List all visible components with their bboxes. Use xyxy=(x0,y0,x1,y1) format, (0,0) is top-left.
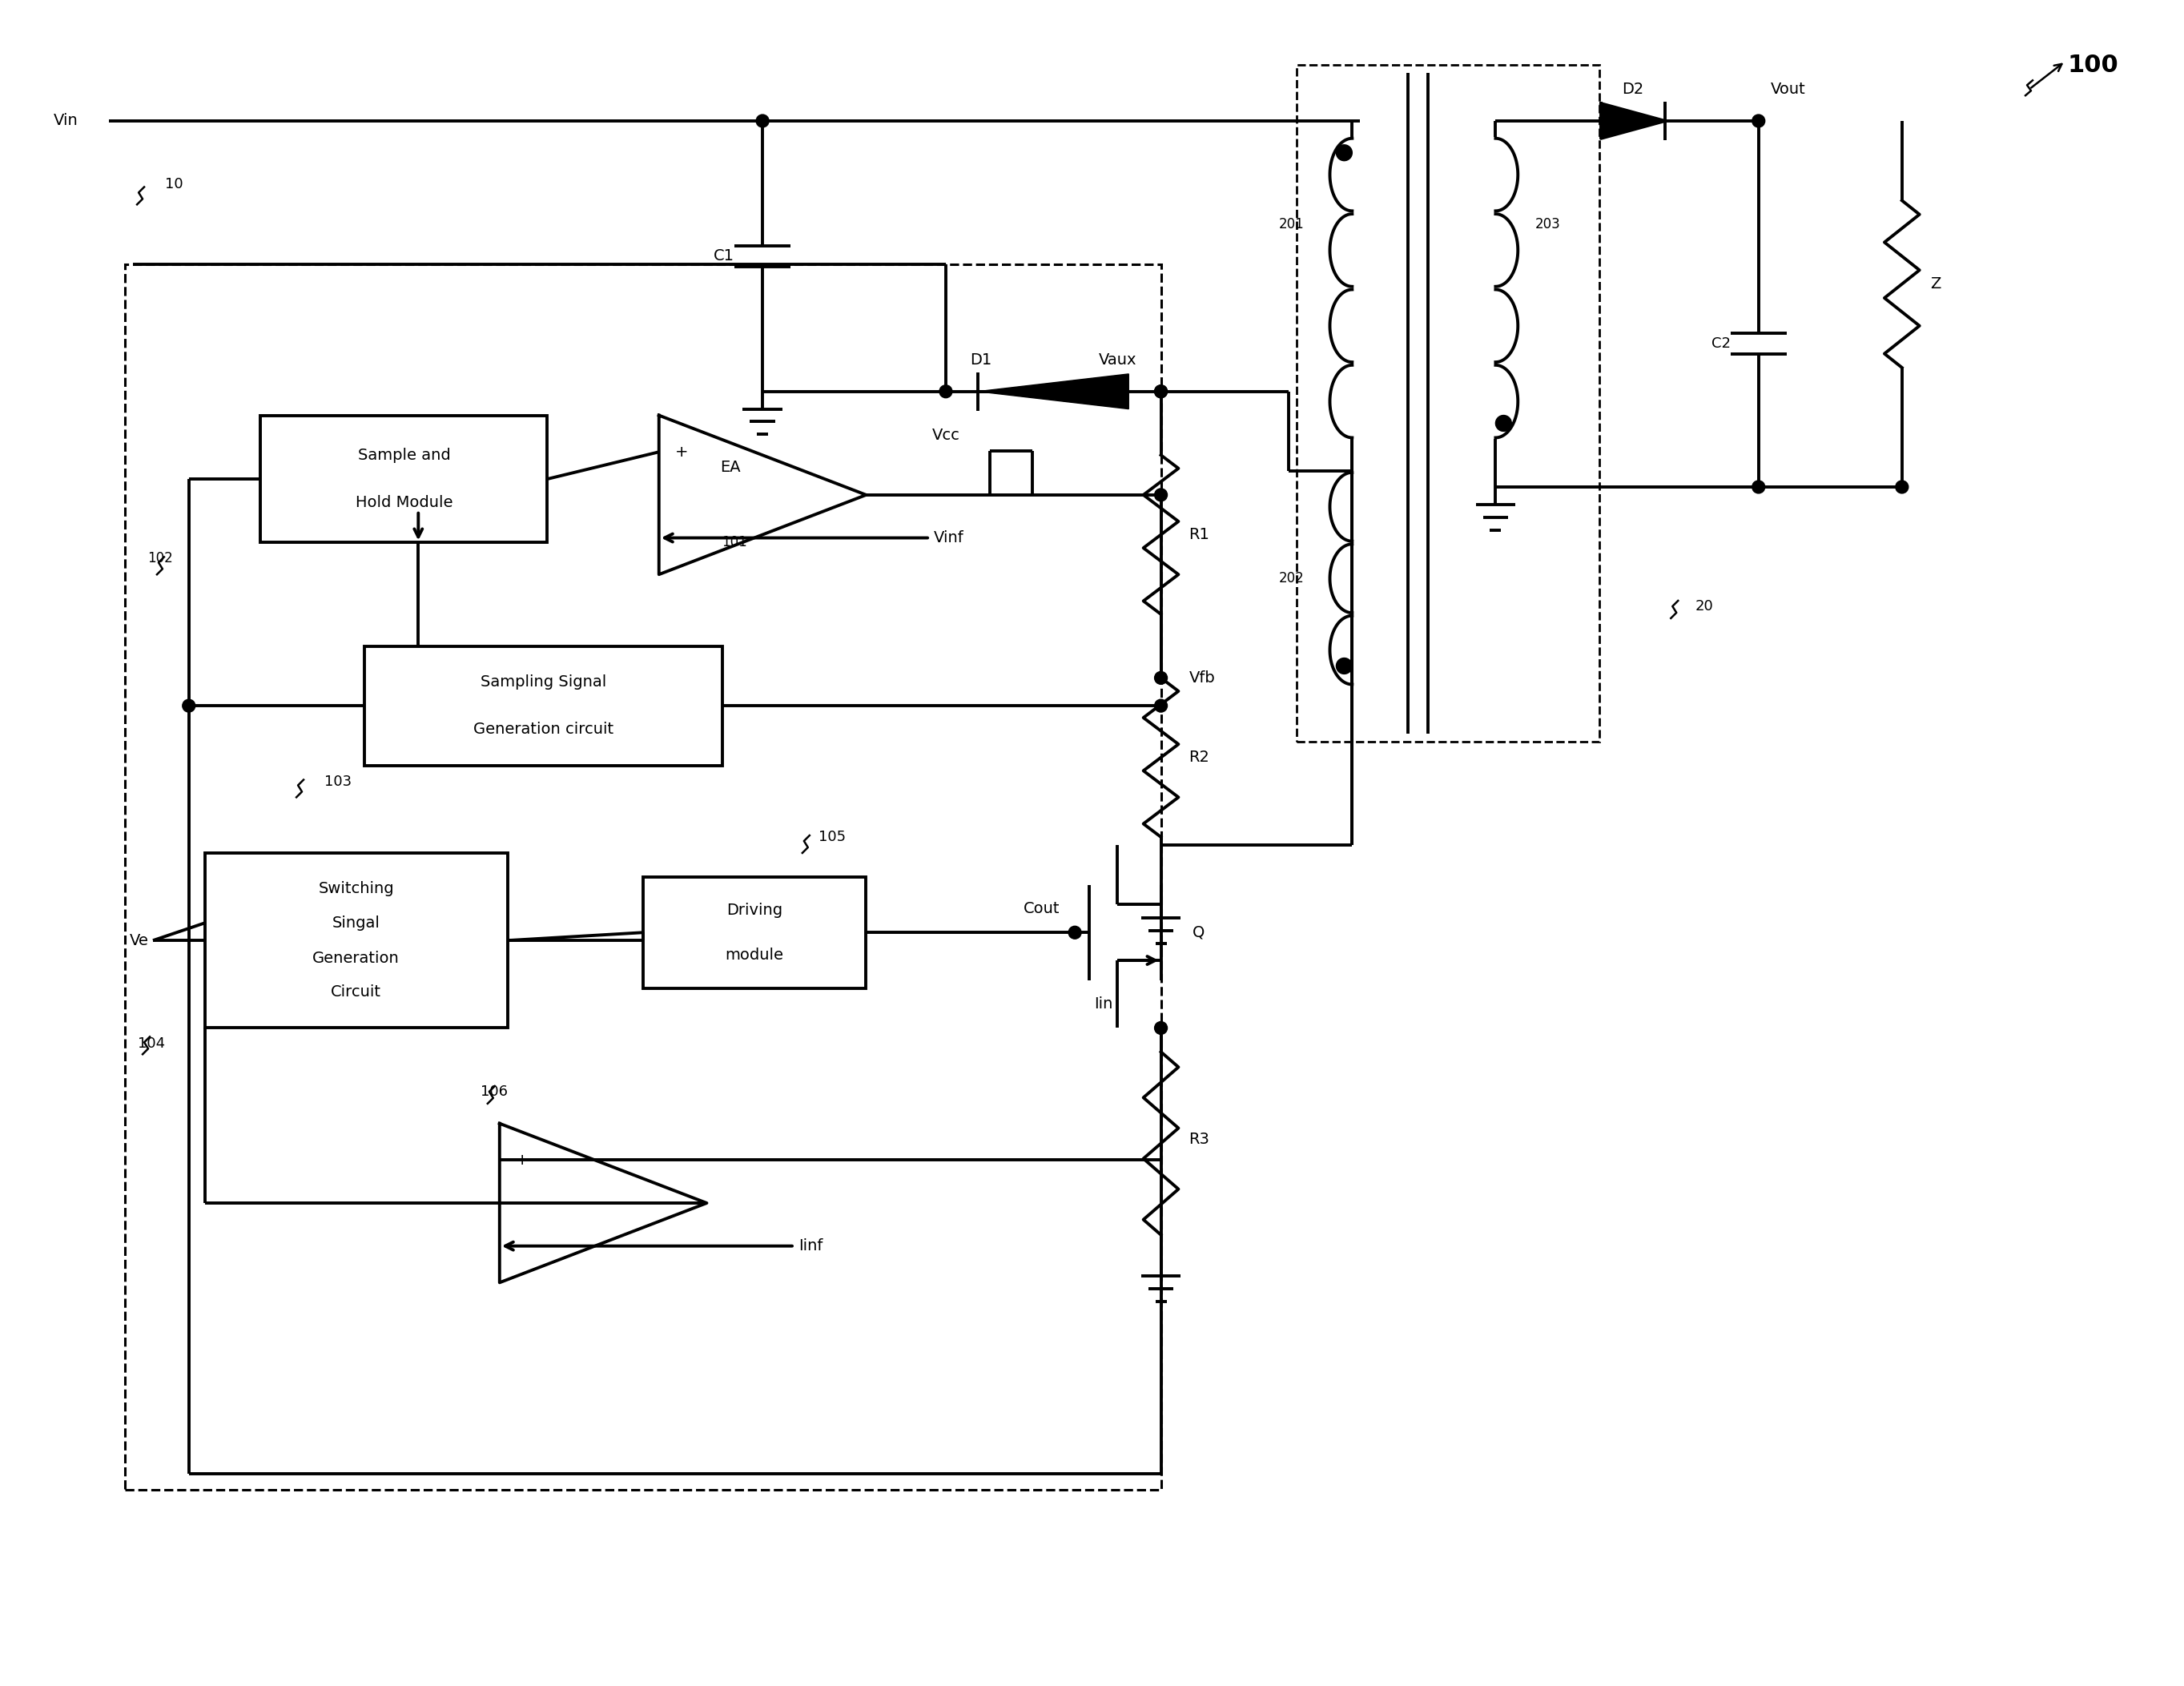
Polygon shape xyxy=(1601,103,1664,138)
Circle shape xyxy=(1337,145,1352,160)
Text: Singal: Singal xyxy=(332,915,380,931)
Circle shape xyxy=(1752,115,1765,128)
Polygon shape xyxy=(978,374,1129,410)
Text: 203: 203 xyxy=(1535,217,1562,231)
Text: Driving: Driving xyxy=(727,902,782,917)
Bar xyxy=(365,646,723,765)
Text: Iinf: Iinf xyxy=(799,1239,823,1254)
Text: Sample and: Sample and xyxy=(358,447,450,462)
Text: +: + xyxy=(515,1153,529,1168)
Text: R3: R3 xyxy=(1188,1131,1210,1146)
Circle shape xyxy=(1337,658,1352,674)
Text: Vout: Vout xyxy=(1771,81,1806,96)
Circle shape xyxy=(1752,481,1765,494)
Text: Switching: Switching xyxy=(319,882,393,897)
Circle shape xyxy=(1496,415,1511,432)
Text: 103: 103 xyxy=(323,774,352,789)
Circle shape xyxy=(1155,700,1166,711)
Text: Z: Z xyxy=(1931,277,1942,292)
Bar xyxy=(260,415,548,543)
Bar xyxy=(205,853,507,1028)
Text: 20: 20 xyxy=(1695,599,1712,614)
Text: −: − xyxy=(515,1239,529,1254)
Circle shape xyxy=(1068,926,1081,939)
Polygon shape xyxy=(500,1123,708,1283)
Text: Cout: Cout xyxy=(1022,900,1059,915)
Text: Generation circuit: Generation circuit xyxy=(474,722,614,737)
Text: C2: C2 xyxy=(1712,337,1730,351)
Text: 100: 100 xyxy=(2068,54,2118,78)
Circle shape xyxy=(1155,384,1166,398)
Bar xyxy=(1297,66,1599,742)
Text: Sampling Signal: Sampling Signal xyxy=(480,674,607,690)
Text: Q: Q xyxy=(1192,926,1206,941)
Text: 106: 106 xyxy=(480,1084,507,1099)
Text: Generation: Generation xyxy=(312,951,400,966)
Text: EA: EA xyxy=(721,460,740,475)
Text: Vfb: Vfb xyxy=(1188,671,1214,686)
Circle shape xyxy=(756,115,769,128)
Text: Iin: Iin xyxy=(1094,996,1114,1012)
Circle shape xyxy=(1155,671,1166,685)
Bar xyxy=(124,265,1162,1489)
Text: module: module xyxy=(725,948,784,963)
Text: 101: 101 xyxy=(723,536,747,550)
Text: Vin: Vin xyxy=(52,113,79,128)
Text: 10: 10 xyxy=(166,177,183,192)
Text: 202: 202 xyxy=(1280,572,1304,585)
Circle shape xyxy=(1155,489,1166,501)
Text: D1: D1 xyxy=(970,352,992,368)
Text: Circuit: Circuit xyxy=(332,985,382,1000)
Text: +: + xyxy=(675,445,688,460)
Circle shape xyxy=(939,384,952,398)
Text: Vaux: Vaux xyxy=(1099,352,1138,368)
Text: R2: R2 xyxy=(1188,750,1210,765)
Text: −: − xyxy=(675,531,688,546)
Polygon shape xyxy=(660,415,867,575)
Text: R1: R1 xyxy=(1188,528,1210,543)
Bar xyxy=(642,877,867,988)
Text: 201: 201 xyxy=(1280,217,1304,231)
Circle shape xyxy=(1896,481,1909,494)
Text: Hold Module: Hold Module xyxy=(356,496,452,511)
Text: D2: D2 xyxy=(1623,81,1645,96)
Circle shape xyxy=(183,700,194,711)
Circle shape xyxy=(1155,1022,1166,1034)
Text: Vinf: Vinf xyxy=(935,531,963,546)
Text: 105: 105 xyxy=(819,830,845,845)
Text: Ve: Ve xyxy=(129,932,149,948)
Circle shape xyxy=(1155,384,1166,398)
Text: 104: 104 xyxy=(138,1037,166,1050)
Text: C1: C1 xyxy=(714,248,734,263)
Text: 102: 102 xyxy=(149,551,173,566)
Text: Vcc: Vcc xyxy=(933,428,959,443)
